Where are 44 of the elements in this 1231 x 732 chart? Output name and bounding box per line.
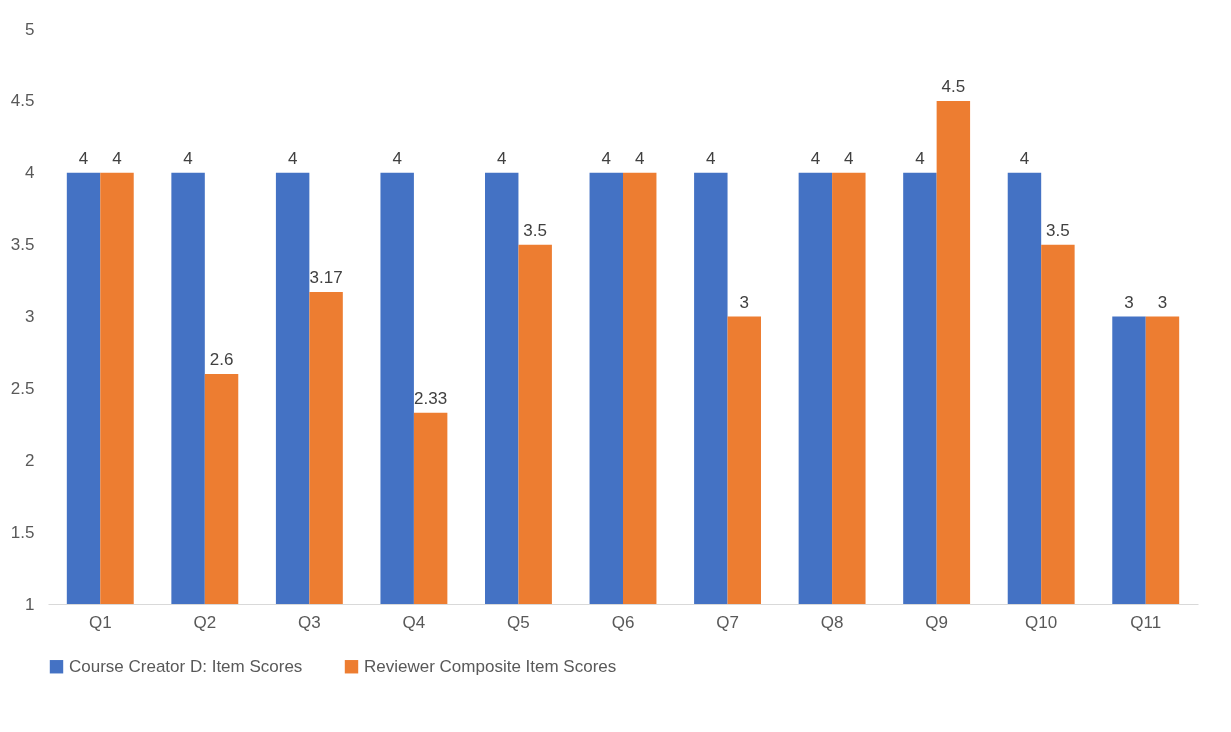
x-tick-label: Q8	[820, 612, 844, 632]
data-label: 4	[634, 148, 645, 168]
data-label: 4	[496, 148, 507, 168]
y-tick-label: 1.5	[10, 522, 35, 542]
data-label: 4	[810, 148, 821, 168]
data-label: 4	[706, 148, 716, 168]
data-label: 3	[739, 292, 750, 312]
data-label: 3	[1124, 292, 1134, 312]
y-tick-label: 1	[25, 594, 35, 614]
y-tick-label: 2	[25, 450, 35, 470]
x-tick-label: Q11	[1130, 612, 1162, 632]
x-tick-label: Q3	[298, 612, 321, 632]
x-tick-label: Q10	[1025, 612, 1058, 632]
x-tick-label: Q2	[193, 612, 217, 632]
x-tick-label: Q4	[402, 612, 426, 632]
data-label: 4	[287, 148, 298, 168]
data-label: 3.5	[523, 220, 547, 240]
data-label: 4.5	[941, 76, 966, 96]
x-tick-label: Q5	[507, 612, 530, 632]
y-tick-label: 4	[25, 163, 35, 183]
data-label: 3	[1157, 292, 1168, 312]
x-tick-label: Q6	[611, 612, 635, 632]
legend-label: Course Creator D: Item Scores	[69, 656, 303, 676]
data-label: 4	[112, 148, 122, 168]
data-label: 2.6	[209, 350, 234, 369]
data-label: 4	[392, 148, 402, 168]
data-label: 4	[78, 148, 89, 168]
data-label: 4	[915, 148, 925, 168]
y-tick-label: 5	[25, 19, 35, 39]
legend-label: Reviewer Composite Item Scores	[364, 656, 617, 676]
y-tick-label: 3.5	[10, 235, 35, 255]
x-tick-label: Q1	[88, 612, 112, 632]
data-label: 4	[183, 148, 193, 168]
y-tick-label: 4.5	[10, 91, 35, 111]
data-label: 4	[844, 148, 854, 168]
x-tick-label: Q9	[925, 612, 948, 632]
data-label: 3.17	[309, 268, 343, 288]
y-tick-label: 2.5	[10, 378, 35, 398]
data-label: 4	[1019, 148, 1030, 168]
data-label: 3.5	[1046, 220, 1070, 240]
data-label: 4	[601, 148, 612, 168]
x-tick-label: Q7	[716, 612, 739, 632]
data-label: 2.33	[414, 388, 448, 408]
y-tick-label: 3	[25, 307, 35, 326]
